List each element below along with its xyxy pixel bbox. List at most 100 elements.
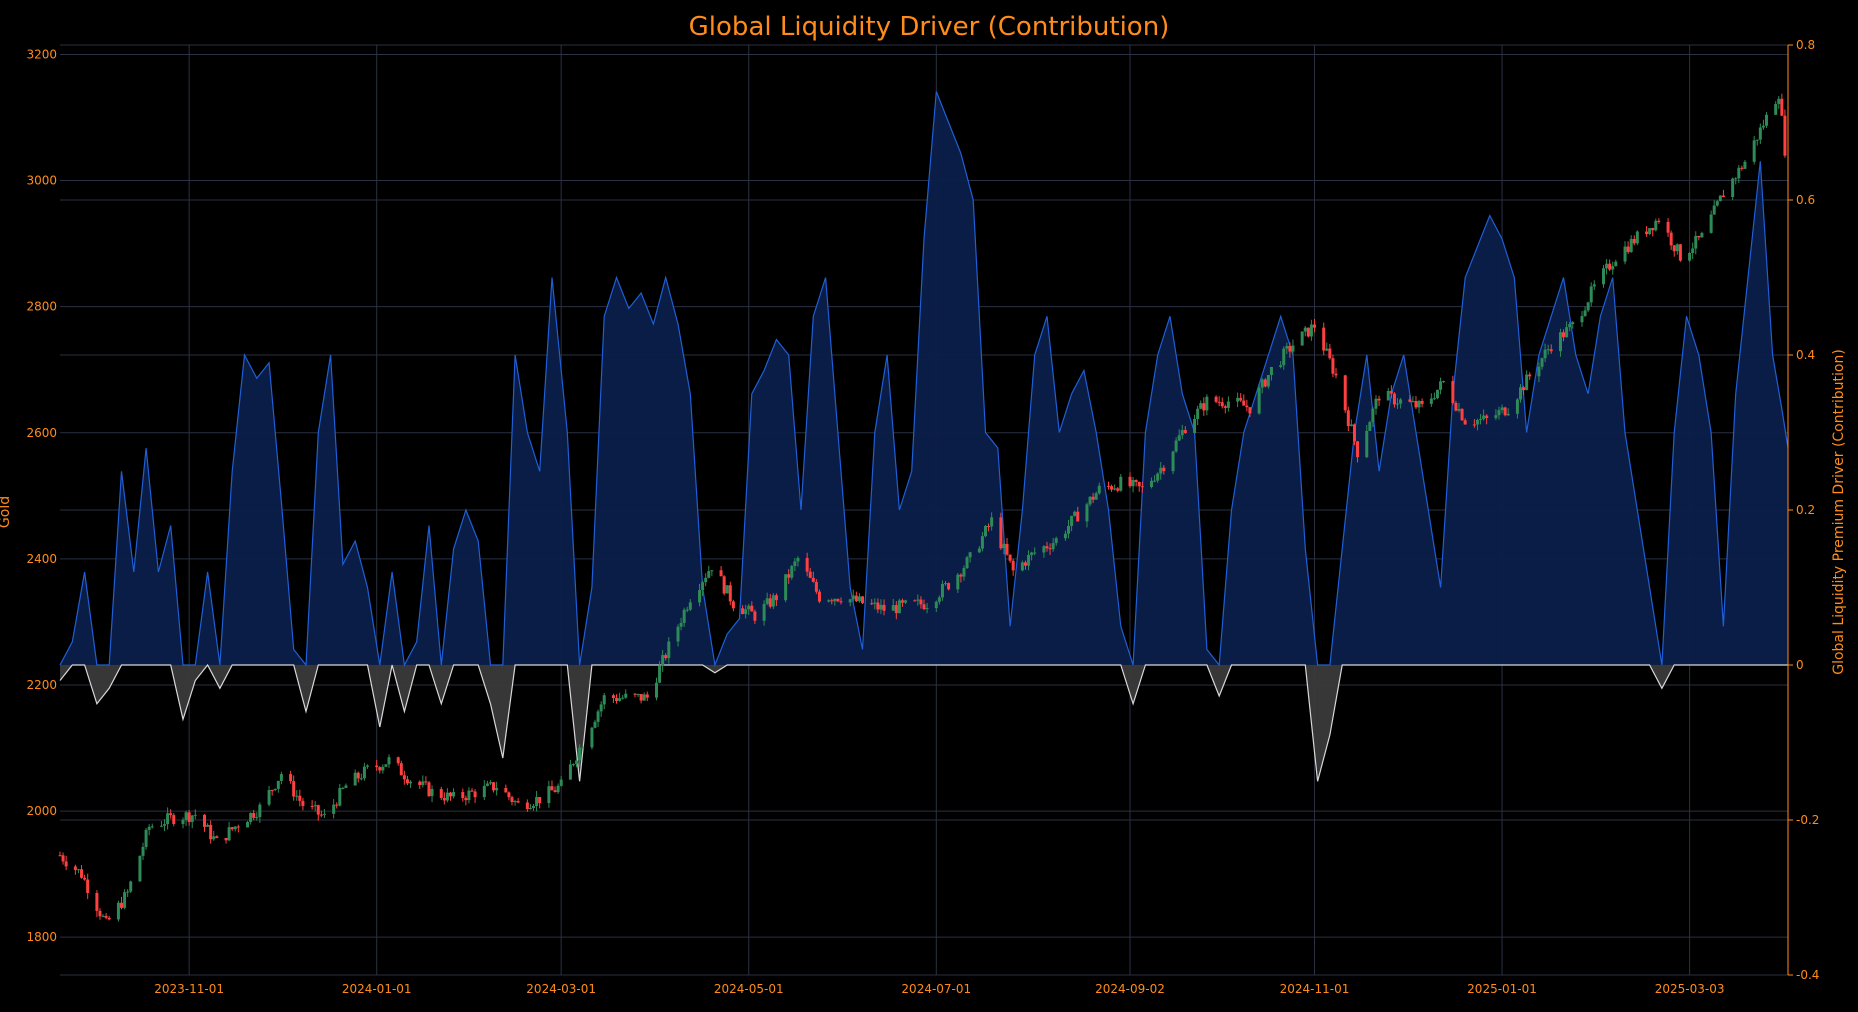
candle-body [61,855,65,862]
candle-body [1743,161,1747,169]
candle-body [1263,379,1267,387]
candle-body [396,757,400,764]
candle-body [704,577,708,583]
candle-body [654,682,658,698]
positive-line [59,91,1789,668]
candle-body [667,641,671,659]
candle-body [279,774,283,781]
y-left-tick-label: 2000 [26,804,57,818]
candle-body [1054,538,1058,544]
candle-body [624,693,628,698]
candle-body [1602,268,1606,285]
candle-body [796,558,800,562]
candle-body [64,861,68,867]
candle-body [1156,473,1160,481]
candle-body [741,608,745,615]
candle-body [316,805,320,815]
candle-body [611,695,615,699]
candle-body [399,763,403,776]
candle-body [1525,374,1529,391]
candle-body [857,596,861,602]
x-tick-label: 2024-05-01 [714,982,784,996]
candle-body [1731,178,1735,198]
candle-body [1248,407,1252,414]
candle-body [762,603,766,621]
candle-body [1432,398,1436,400]
candle-body [1312,324,1316,328]
candle-body [193,814,197,816]
y-left-axis-title: Gold [0,496,13,528]
candle-body [1605,263,1609,269]
candle-body [375,765,379,768]
candle-body [1543,349,1547,359]
candle-body [1279,365,1283,367]
y-left-tick-label: 2600 [26,426,57,440]
candle-body [159,825,163,827]
candle-body [547,786,551,804]
candle-body [1137,481,1141,487]
candle-body [937,597,941,602]
candle-body [1688,252,1692,261]
candle-body [1608,263,1612,270]
candle-body [230,827,234,830]
candle-body [1334,373,1338,376]
candle-body [897,600,901,614]
candle-body [1193,419,1197,434]
candle-body [1073,511,1077,516]
candle-body [1712,205,1716,215]
candle-body [873,602,877,604]
candle-body [123,892,127,908]
candle-body [710,570,714,572]
candle-body [876,602,880,610]
candle-body [181,819,185,824]
candle-body [249,812,253,822]
candle-body [1076,511,1080,522]
candle-body [1740,167,1744,169]
candle-body [258,804,262,817]
candle-body [1331,358,1335,374]
candle-body [1528,374,1532,377]
candle-body [236,826,240,828]
candle-body [1764,114,1768,126]
candle-body [525,802,529,809]
candle-body [473,791,477,798]
candle-body [58,855,62,857]
candle-body [1368,422,1372,431]
candle-body [1119,476,1123,491]
candle-body [215,836,219,839]
candle-body [1454,402,1458,411]
candle-body [615,698,619,701]
candle-body [507,792,511,798]
candle-body [482,785,486,798]
y-left-tick-label: 2400 [26,552,57,566]
candle-body [104,915,108,918]
candle-body [356,772,360,779]
candle-body [359,778,363,780]
candle-body [870,603,874,605]
candle-body [1288,346,1292,352]
candle-body [1322,327,1326,351]
candle-body [98,910,102,917]
candle-body [811,577,815,582]
candle-body [1777,98,1781,104]
candle-body [836,598,840,602]
candle-body [1386,390,1390,401]
candle-body [934,601,938,609]
candle-body [833,598,837,602]
candle-body [1571,322,1575,325]
candle-body [575,760,579,765]
candle-body [568,764,572,780]
candle-body [1589,286,1593,303]
x-tick-label: 2024-01-01 [342,982,412,996]
candle-body [187,812,191,822]
candle-body [341,787,345,789]
candle-body [1008,554,1012,561]
candle-body [774,595,778,601]
candle-body [1140,486,1144,488]
candle-body [590,727,594,748]
candle-body [977,548,981,553]
candle-body [765,598,769,604]
candle-body [722,576,726,594]
contribution-area [59,91,1789,782]
candle-body [1645,231,1649,235]
